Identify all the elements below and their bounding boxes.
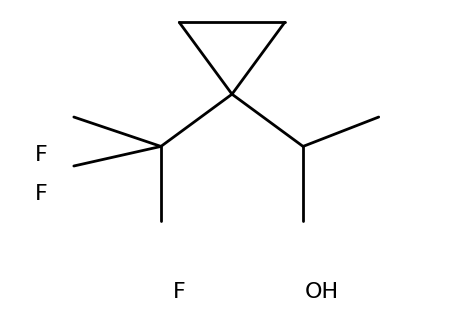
Text: F: F — [35, 184, 48, 204]
Text: F: F — [173, 282, 185, 302]
Text: F: F — [35, 144, 48, 165]
Text: OH: OH — [304, 282, 338, 302]
